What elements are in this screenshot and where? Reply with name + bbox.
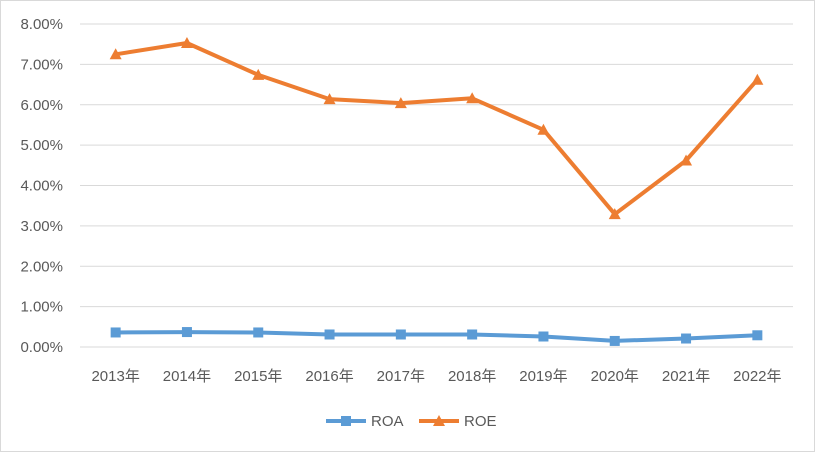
legend-marker-roe bbox=[433, 415, 445, 426]
y-tick-label: 1.00% bbox=[20, 299, 63, 316]
point-roa bbox=[110, 327, 121, 338]
y-tick-label: 4.00% bbox=[20, 178, 63, 195]
y-tick-label: 6.00% bbox=[20, 97, 63, 114]
x-tick-label: 2020年 bbox=[591, 368, 639, 385]
point-roa bbox=[324, 329, 335, 340]
legend-label-roe: ROE bbox=[464, 413, 497, 430]
point-roa bbox=[752, 330, 763, 341]
point-roa bbox=[609, 335, 620, 346]
x-tick-label: 2021年 bbox=[662, 368, 710, 385]
x-tick-label: 2016年 bbox=[305, 368, 353, 385]
x-tick-label: 2022年 bbox=[733, 368, 781, 385]
series-line-roa bbox=[113, 330, 760, 343]
point-roe bbox=[394, 97, 407, 109]
point-roa bbox=[181, 327, 192, 338]
point-roe bbox=[466, 92, 479, 104]
y-tick-label: 3.00% bbox=[20, 218, 63, 235]
legend-label-roa: ROA bbox=[371, 413, 404, 430]
x-tick-label: 2018年 bbox=[448, 368, 496, 385]
legend-marker-roa bbox=[341, 416, 351, 426]
x-tick-label: 2019年 bbox=[519, 368, 567, 385]
point-roe bbox=[323, 93, 336, 105]
point-roe bbox=[680, 154, 693, 166]
point-roa bbox=[538, 331, 549, 342]
point-roa bbox=[467, 329, 478, 340]
x-tick-label: 2015年 bbox=[234, 368, 282, 385]
x-tick-label: 2013年 bbox=[91, 368, 139, 385]
x-tick-label: 2017年 bbox=[377, 368, 425, 385]
y-tick-label: 2.00% bbox=[20, 258, 63, 275]
x-tick-label: 2014年 bbox=[163, 368, 211, 385]
point-roa bbox=[395, 329, 406, 340]
y-tick-label: 0.00% bbox=[20, 339, 63, 356]
point-roa bbox=[681, 333, 692, 344]
point-roe bbox=[109, 48, 122, 60]
point-roe bbox=[608, 208, 621, 220]
point-roa bbox=[253, 327, 264, 338]
point-roe bbox=[180, 36, 193, 48]
y-tick-label: 8.00% bbox=[20, 16, 63, 33]
point-roe bbox=[751, 73, 764, 85]
point-roe bbox=[537, 123, 550, 135]
y-tick-label: 5.00% bbox=[20, 137, 63, 154]
series-line-roe bbox=[113, 41, 760, 217]
y-tick-label: 7.00% bbox=[20, 56, 63, 73]
point-roe bbox=[252, 68, 265, 80]
